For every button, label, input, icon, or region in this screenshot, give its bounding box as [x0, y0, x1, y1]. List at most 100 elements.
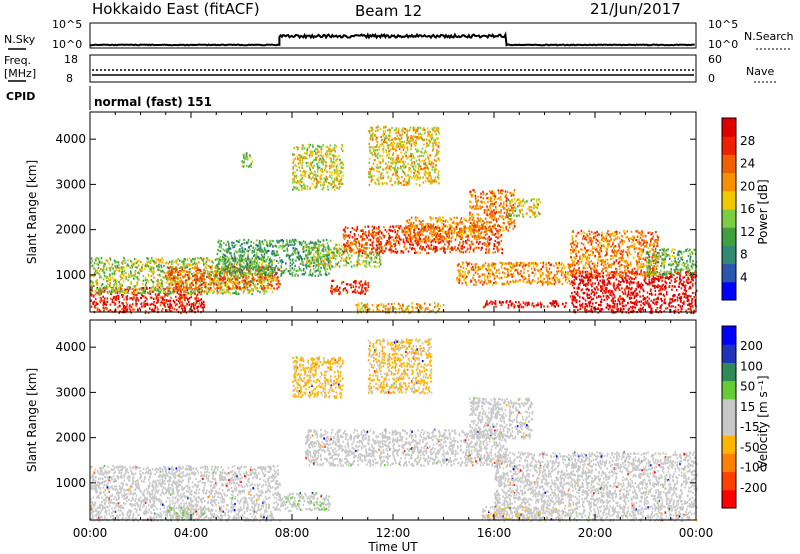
power-cell — [403, 233, 406, 236]
power-cell — [171, 270, 174, 273]
power-cell — [489, 198, 492, 201]
power-cell — [336, 263, 339, 266]
power-cell — [297, 256, 299, 260]
power-cell — [536, 206, 539, 210]
power-cell — [513, 190, 515, 193]
power-cell — [227, 250, 230, 253]
power-cell — [291, 272, 293, 275]
power-cell — [191, 303, 194, 306]
power-cell — [488, 239, 491, 242]
power-cell — [416, 234, 419, 237]
power-cell — [255, 252, 258, 255]
power-cell — [149, 261, 151, 264]
power-cell — [107, 292, 109, 295]
power-cell — [268, 274, 271, 277]
power-cell — [335, 263, 337, 266]
power-cell — [223, 291, 226, 294]
power-cell — [532, 213, 534, 216]
power-cell — [146, 302, 149, 305]
power-cell — [160, 266, 163, 269]
power-cell — [506, 268, 509, 271]
power-cell — [479, 217, 482, 220]
power-cell — [303, 273, 306, 276]
power-cell — [116, 279, 118, 282]
power-cell — [258, 274, 261, 277]
power-cell — [104, 303, 106, 306]
power-cell — [305, 243, 308, 246]
power-cell — [261, 273, 263, 276]
power-cell — [502, 226, 505, 229]
power-cell — [94, 273, 97, 276]
power-cell — [259, 249, 261, 252]
power-cell — [493, 192, 496, 195]
power-cell — [484, 202, 486, 205]
power-cell — [147, 265, 149, 268]
power-cell — [119, 267, 121, 270]
power-cell — [539, 301, 542, 304]
power-cell — [223, 282, 225, 285]
power-cell — [253, 284, 255, 287]
power-cell — [432, 224, 434, 227]
power-cell — [108, 266, 111, 270]
power-cell — [515, 261, 517, 264]
power-cell — [113, 272, 116, 275]
power-cell — [231, 258, 234, 261]
power-cell — [120, 284, 122, 287]
power-cell — [202, 260, 205, 264]
power-cell — [491, 191, 493, 194]
power-cell — [253, 254, 256, 257]
power-cell — [479, 275, 481, 278]
power-cell — [159, 288, 161, 291]
power-cell — [203, 281, 206, 284]
power-cell — [276, 271, 278, 274]
power-cell — [226, 273, 228, 276]
power-cell — [193, 297, 196, 300]
power-cell — [217, 279, 219, 282]
power-cell — [487, 264, 489, 267]
power-cell — [424, 228, 427, 231]
power-cell — [642, 290, 645, 293]
power-cell — [375, 251, 377, 254]
power-cell — [189, 308, 191, 311]
power-cell — [177, 280, 180, 283]
power-cell — [189, 292, 191, 295]
power-cell — [226, 271, 229, 274]
power-cell — [181, 280, 183, 283]
power-cell — [236, 267, 239, 270]
power-cell — [509, 222, 511, 226]
power-cell — [256, 274, 258, 277]
power-cell — [184, 305, 186, 308]
power-cell — [489, 273, 492, 276]
power-cell — [123, 267, 125, 270]
power-cell — [517, 273, 520, 276]
power-cell — [262, 243, 265, 246]
power-cell — [179, 300, 182, 303]
power-cell — [265, 271, 268, 274]
power-cell — [198, 261, 200, 264]
power-cell — [179, 271, 181, 274]
power-cell — [253, 260, 256, 263]
power-cell — [529, 282, 532, 285]
power-cell — [227, 286, 230, 289]
power-cell — [524, 276, 526, 279]
power-cell — [144, 296, 147, 299]
power-cell — [470, 241, 473, 244]
power-cell — [185, 270, 188, 273]
power-cell — [181, 288, 184, 291]
power-cell — [428, 240, 430, 243]
power-cell — [426, 252, 428, 255]
power-cell — [505, 195, 507, 198]
power-cell — [153, 287, 156, 290]
nsky-tick-bottom: 10^0 — [52, 38, 82, 51]
power-cell — [323, 246, 325, 249]
power-cell — [110, 292, 112, 295]
power-cell — [441, 240, 443, 243]
power-cell — [489, 275, 492, 278]
power-cell — [486, 269, 488, 272]
power-cell — [261, 240, 264, 243]
power-cell — [136, 297, 139, 300]
power-cell — [416, 224, 418, 227]
power-cell — [542, 264, 545, 267]
power-cell — [270, 243, 273, 246]
power-cell — [109, 286, 112, 289]
